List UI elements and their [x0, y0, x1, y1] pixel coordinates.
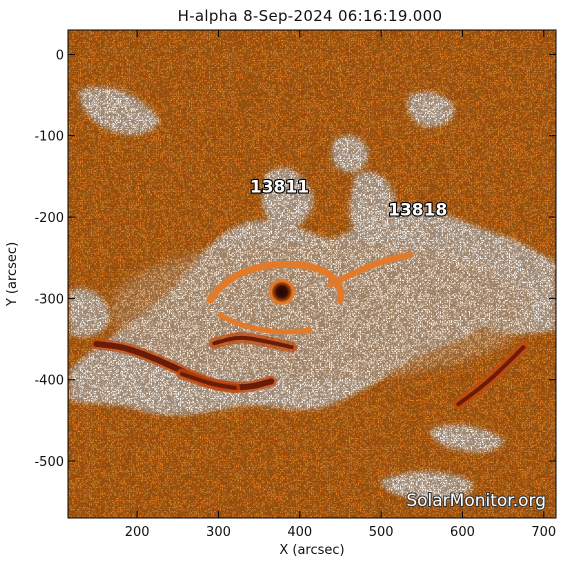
map-title: H-alpha 8-Sep-2024 06:16:19.000: [178, 7, 443, 25]
x-tick-label: 300: [206, 525, 231, 540]
active-region-label: 13818: [388, 200, 447, 220]
channel-arc-1: [206, 260, 345, 304]
filament: [179, 372, 237, 390]
plot-area: 13811 13818: [68, 30, 556, 518]
plot-frame: [67, 29, 557, 519]
filament: [212, 335, 294, 350]
x-tick-label: 500: [369, 525, 394, 540]
filaments: [90, 332, 529, 410]
sunspot: [268, 278, 295, 305]
active-region-label: 13811: [250, 178, 309, 198]
x-tick-label: 700: [531, 525, 556, 540]
channel-arc-3: [217, 312, 313, 335]
x-axis-label: X (arcsec): [279, 543, 344, 558]
x-tick-label: 600: [450, 525, 475, 540]
y-tick-label: -500: [34, 455, 64, 470]
y-tick-label: -200: [34, 211, 64, 226]
sunspot-umbra: [271, 281, 292, 302]
y-axis-label: Y (arcsec): [5, 242, 20, 307]
channel-arc-2: [327, 252, 413, 288]
x-tick-label: 200: [125, 525, 150, 540]
active-region-labels: 13811 13818: [249, 177, 449, 222]
solarmonitor-watermark: SolarMonitor.org: [406, 491, 546, 511]
y-tick-label: -300: [34, 292, 64, 307]
x-tick-label: 400: [287, 525, 312, 540]
y-tick-label: 0: [56, 48, 64, 63]
y-axis-ticks: 0 -100 -200 -300 -400 -500: [34, 48, 556, 470]
plage-channels: [206, 252, 413, 335]
y-tick-label: -400: [34, 374, 64, 389]
filament: [456, 345, 526, 407]
x-axis-ticks: 200 300 400 500 600 700: [125, 30, 556, 540]
y-tick-label: -100: [34, 130, 64, 145]
speckle-texture: [68, 30, 556, 518]
